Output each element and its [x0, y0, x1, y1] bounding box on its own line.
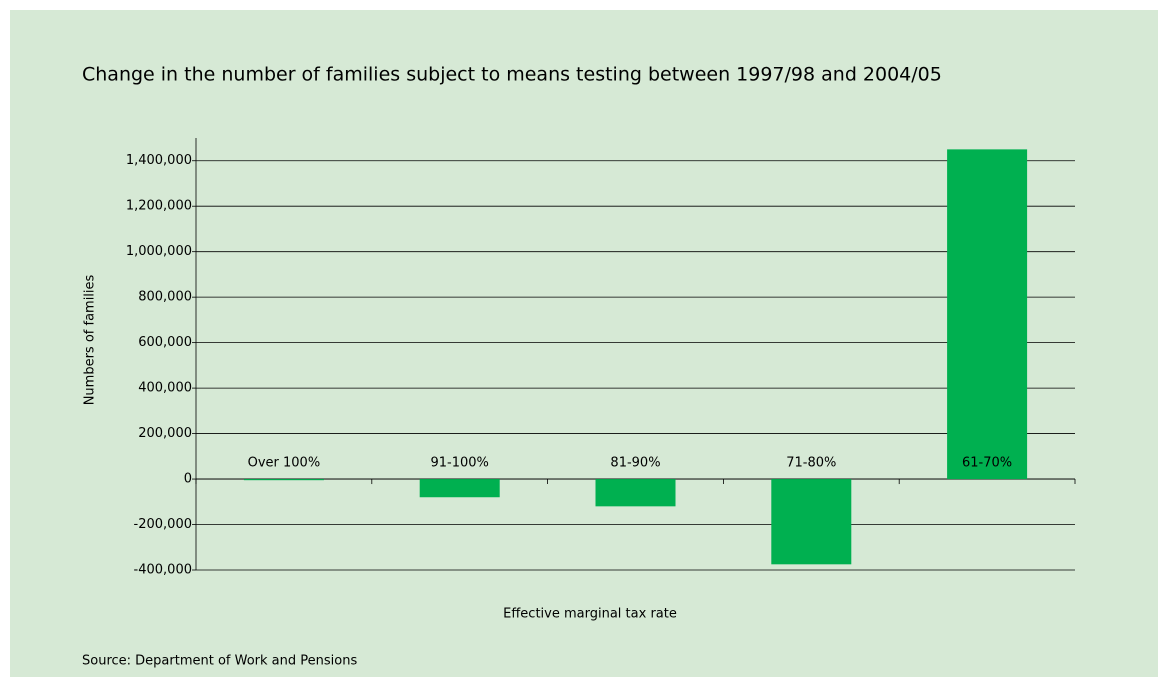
x-tick-label: 81-90% [610, 456, 660, 471]
x-tick-label: 71-80% [786, 456, 836, 471]
y-tick-label: 800,000 [138, 290, 192, 305]
chart-title: Change in the number of families subject… [82, 64, 942, 86]
y-axis-label: Numbers of families [83, 274, 98, 405]
bar [771, 479, 852, 565]
x-tick-label: 61-70% [962, 456, 1012, 471]
y-tick-label: 1,200,000 [126, 199, 192, 214]
y-tick-label: 1,000,000 [126, 244, 192, 259]
y-tick-label: -200,000 [134, 517, 192, 532]
source-note: Source: Department of Work and Pensions [82, 654, 357, 669]
y-tick-label: -400,000 [134, 563, 192, 578]
bar [947, 149, 1028, 480]
y-tick-label: 0 [184, 472, 192, 487]
x-axis-label: Effective marginal tax rate [503, 607, 677, 622]
y-tick-label: 200,000 [138, 426, 192, 441]
bar [595, 479, 676, 507]
y-tick-label: 1,400,000 [126, 153, 192, 168]
bar [243, 479, 324, 481]
x-tick-label: 91-100% [430, 456, 488, 471]
x-tick-label: Over 100% [248, 456, 321, 471]
y-tick-label: 400,000 [138, 381, 192, 396]
y-tick-label: 600,000 [138, 335, 192, 350]
bar [419, 479, 500, 498]
